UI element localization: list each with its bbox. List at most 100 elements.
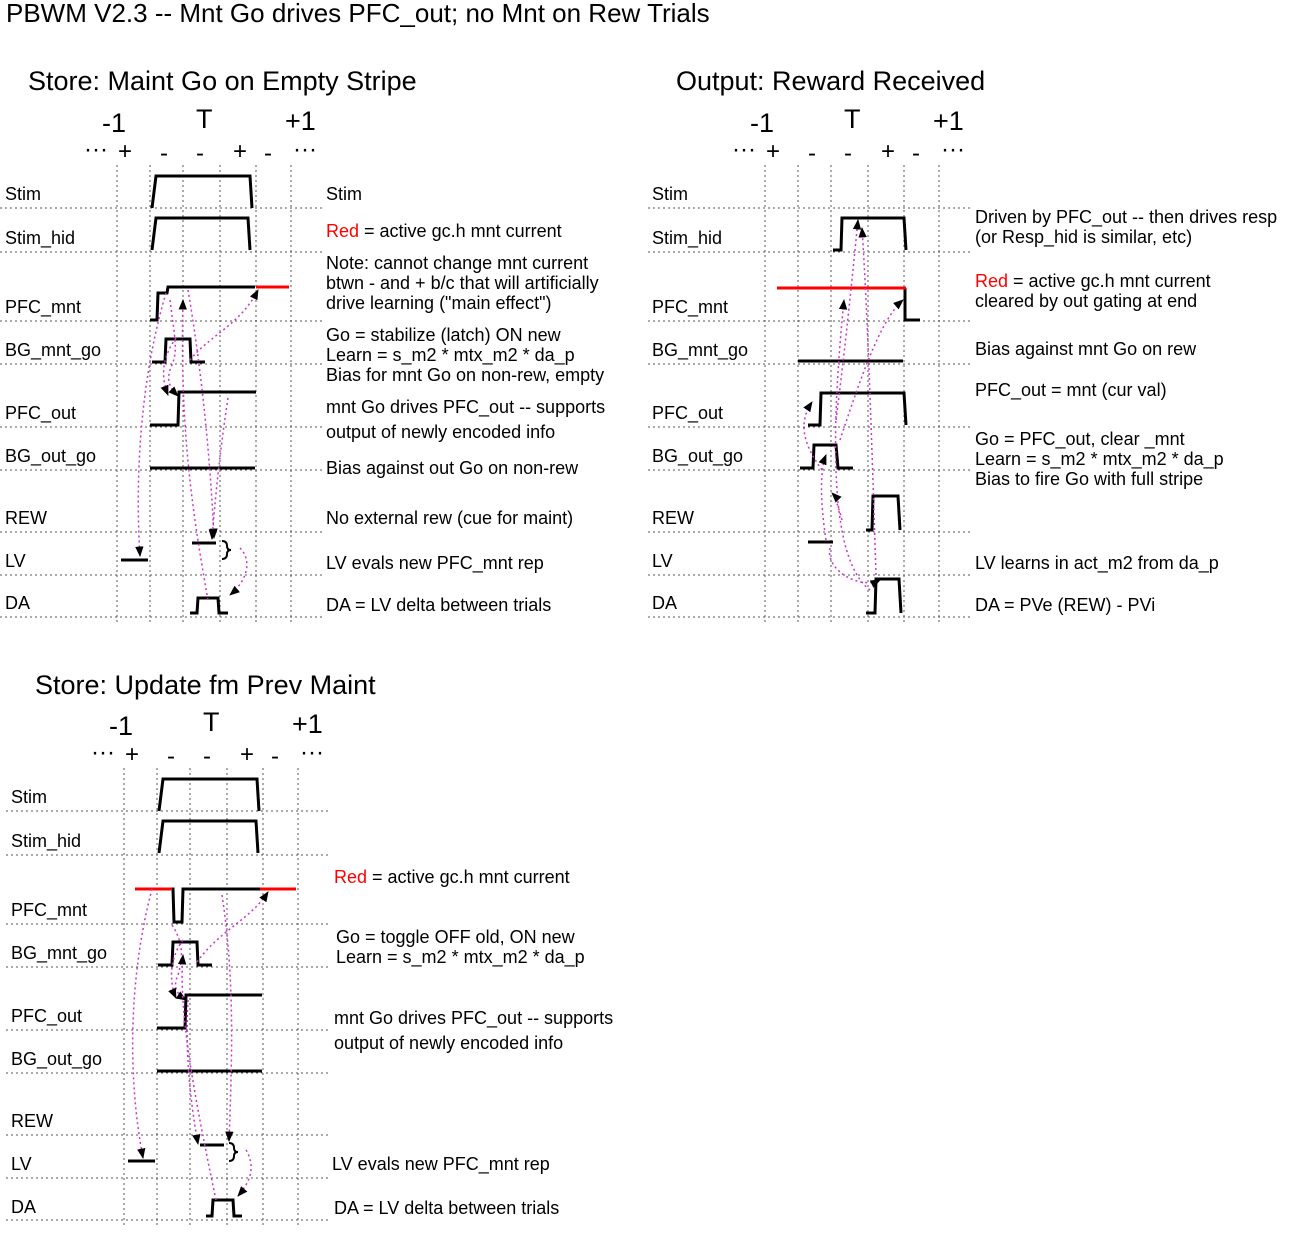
panel-1-row-label: LV — [5, 551, 26, 571]
panel-1-note: mnt Go drives PFC_out -- supports — [326, 397, 606, 417]
panel-3-row-label: LV — [11, 1154, 32, 1174]
pfc-out-trace — [808, 391, 908, 427]
panel-3-trial-prev: -1 — [109, 711, 134, 741]
red-legend-label: Red — [326, 221, 360, 241]
panel-2-phase-mark: + — [881, 138, 896, 165]
panel-1-note: Learn = s_m2 * mtx_m2 * da_p — [326, 345, 575, 365]
panel-1-phase-mark: + — [118, 138, 133, 165]
stim-trace — [157, 777, 261, 812]
panel-3-note: output of newly encoded info — [334, 1033, 564, 1053]
bg-mnt-go-trace — [152, 337, 205, 364]
panel-1-note: output of newly encoded info — [326, 422, 556, 442]
panel-3-note: LV evals new PFC_mnt rep — [332, 1154, 550, 1174]
panel-3-note: Red = active gc.h mnt current — [334, 867, 570, 887]
panel-2-row-label: DA — [652, 593, 678, 613]
bg-out-go-trace — [800, 443, 853, 470]
panel-3-phase-mark: - — [167, 743, 175, 770]
panel-2-note: (or Resp_hid is similar, etc) — [975, 227, 1193, 247]
panel-1-row-label: BG_out_go — [5, 446, 97, 466]
panel-2-row-label: PFC_out — [652, 403, 724, 423]
panel-2-row-label: PFC_mnt — [652, 297, 729, 317]
panel-2-note: Bias against mnt Go on rew — [975, 339, 1197, 359]
stim-hid-trace — [150, 216, 252, 251]
panel-1-note: btwn - and + b/c that will artificially — [326, 273, 599, 293]
panel-2-row-label: Stim — [652, 184, 688, 204]
panel-1-signals — [121, 174, 256, 615]
panel-2-title: Output: Reward Received — [676, 66, 986, 96]
panel-2-phase-mark: - — [912, 140, 920, 167]
panel-3-row-label: BG_mnt_go — [11, 943, 108, 963]
panel-2-note: Bias to fire Go with full stripe — [975, 469, 1204, 489]
diagram-title: PBWM V2.3 -- Mnt Go drives PFC_out; no M… — [6, 0, 710, 28]
panel-1-trial-current: T — [196, 104, 213, 134]
panel-2-row-label: BG_mnt_go — [652, 340, 749, 360]
panel-1-row-label: Stim — [5, 184, 41, 204]
panel-2-note: cleared by out gating at end — [975, 291, 1198, 311]
panel-2-note: Go = PFC_out, clear _mnt — [975, 429, 1185, 449]
panel-3-trial-current: T — [203, 707, 220, 737]
panel-1-phase-mark: - — [196, 140, 204, 167]
panel-1-note: Go = stabilize (latch) ON new — [326, 325, 561, 345]
panel-1-phase-mark: ··· — [293, 136, 317, 163]
panel-3-row-label: PFC_mnt — [11, 900, 88, 920]
panel-2-note: Red = active gc.h mnt current — [975, 271, 1211, 291]
panel-2-row-label: Stim_hid — [652, 228, 723, 248]
stim-hid-trace — [157, 819, 260, 854]
red-legend-label: Red — [975, 271, 1009, 291]
panel-2-note: PFC_out = mnt (cur val) — [975, 380, 1167, 400]
da-trace — [206, 1198, 242, 1218]
bg-mnt-go-trace — [158, 940, 212, 967]
panel-1-note: Bias for mnt Go on non-rew, empty — [326, 365, 605, 385]
panel-1-phase-mark: - — [160, 140, 168, 167]
panel-1-row-label: DA — [5, 593, 31, 613]
panel-3-arrows — [131, 888, 269, 1201]
panel-1-grid — [0, 165, 322, 625]
pfc-out-trace — [150, 390, 256, 427]
panel-3-note: DA = LV delta between trials — [334, 1198, 560, 1218]
panel-2-phase-mark: - — [808, 140, 816, 167]
panel-3-grid — [6, 768, 330, 1228]
panel-2-trial-prev: -1 — [750, 108, 775, 138]
pfc-mnt-trace — [150, 285, 255, 322]
panel-2-phase-mark: ··· — [941, 136, 965, 163]
panel-1-trial-prev: -1 — [102, 108, 127, 138]
panel-1-row-label: PFC_mnt — [5, 297, 82, 317]
panel-2-note: Learn = s_m2 * mtx_m2 * da_p — [975, 449, 1224, 469]
panel-2-trial-current: T — [844, 104, 861, 134]
panel-1-row-label: BG_mnt_go — [5, 340, 102, 360]
panel-3-phase-mark: - — [271, 743, 279, 770]
panel-2-phase-mark: + — [766, 138, 781, 165]
panel-3-note: Learn = s_m2 * mtx_m2 * da_p — [336, 947, 585, 967]
panel-3-row-label: Stim_hid — [11, 831, 82, 851]
panel-1-row-label: PFC_out — [5, 403, 77, 423]
panel-3-row-label: BG_out_go — [11, 1049, 103, 1069]
panel-3-phase-mark: + — [125, 741, 140, 768]
panel-2-note: DA = PVe (REW) - PVi — [975, 595, 1156, 615]
panel-2-row-label: BG_out_go — [652, 446, 744, 466]
panel-1-note: Note: cannot change mnt current — [326, 253, 589, 273]
panel-1-trial-next: +1 — [285, 106, 316, 136]
panel-3-trial-next: +1 — [292, 709, 323, 739]
pfc-out-trace — [157, 993, 262, 1030]
stim-hid-trace — [833, 216, 908, 252]
panel-3-row-label: DA — [11, 1197, 37, 1217]
panel-3-row-label: Stim — [11, 787, 47, 807]
panel-1-note: LV evals new PFC_mnt rep — [326, 553, 544, 573]
da-trace — [190, 596, 228, 615]
panel-1-note: Red = active gc.h mnt current — [326, 221, 562, 241]
panel-2-note: Driven by PFC_out -- then drives resp — [975, 207, 1278, 227]
panel-1-phase-mark: ··· — [84, 136, 108, 163]
panel-3-note: mnt Go drives PFC_out -- supports — [334, 1008, 614, 1028]
panel-3-phase-mark: + — [240, 741, 255, 768]
pfc-mnt-trace — [903, 288, 920, 322]
panel-2-grid — [648, 165, 970, 625]
panel-3-note: Go = toggle OFF old, ON new — [336, 927, 575, 947]
da-trace — [866, 577, 903, 615]
panel-2-note: LV learns in act_m2 from da_p — [975, 553, 1219, 573]
pfc-mnt-trace — [171, 887, 260, 924]
panel-1-note: DA = LV delta between trials — [326, 595, 552, 615]
panel-2-row-label: REW — [652, 508, 694, 528]
panel-3-row-label: REW — [11, 1111, 53, 1131]
